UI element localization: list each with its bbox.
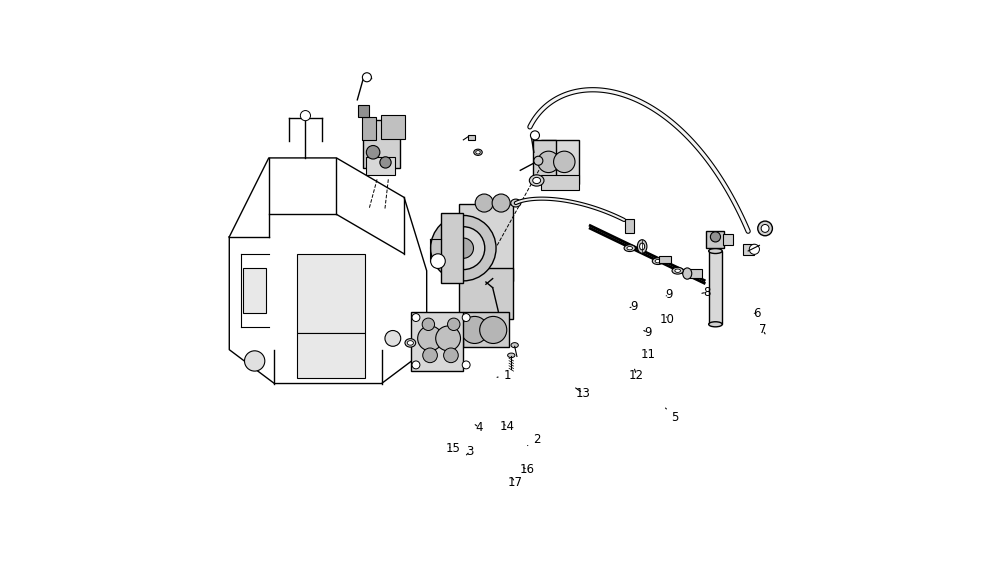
Circle shape [538, 151, 559, 173]
Bar [706, 231, 724, 248]
Bar [723, 234, 733, 245]
Text: 8: 8 [702, 285, 711, 299]
Text: 1: 1 [497, 368, 511, 382]
Ellipse shape [652, 258, 664, 265]
Ellipse shape [511, 342, 518, 347]
Circle shape [475, 194, 493, 212]
Bar [533, 140, 556, 179]
Text: 6: 6 [753, 306, 761, 320]
Text: 14: 14 [500, 420, 515, 434]
Bar [468, 135, 475, 140]
Bar [541, 140, 579, 184]
Bar [541, 175, 579, 190]
Ellipse shape [407, 341, 413, 345]
Circle shape [444, 348, 458, 363]
Circle shape [423, 348, 437, 363]
Text: 15: 15 [445, 442, 460, 455]
Bar [441, 213, 463, 283]
Text: 17: 17 [508, 475, 523, 489]
Circle shape [385, 331, 401, 346]
Ellipse shape [405, 338, 416, 347]
Circle shape [758, 221, 772, 236]
Ellipse shape [675, 269, 680, 272]
Bar [411, 311, 463, 371]
Circle shape [431, 254, 445, 268]
Ellipse shape [640, 243, 645, 250]
Ellipse shape [655, 259, 661, 263]
Circle shape [442, 227, 485, 270]
Bar [463, 312, 509, 347]
Circle shape [436, 326, 461, 351]
Bar [363, 120, 400, 168]
Circle shape [749, 244, 759, 254]
Circle shape [461, 316, 488, 343]
Circle shape [422, 318, 435, 331]
Bar [625, 218, 634, 232]
Bar [743, 244, 754, 255]
Text: 11: 11 [641, 347, 656, 361]
Circle shape [412, 314, 420, 321]
Bar [687, 269, 702, 278]
Circle shape [554, 151, 575, 173]
Bar [297, 333, 365, 378]
Circle shape [366, 146, 380, 159]
Circle shape [380, 157, 391, 168]
Circle shape [492, 194, 510, 212]
Ellipse shape [533, 177, 541, 183]
Bar [366, 157, 395, 175]
Ellipse shape [637, 240, 647, 253]
Circle shape [362, 73, 371, 82]
Text: 9: 9 [665, 288, 673, 302]
Ellipse shape [709, 321, 722, 327]
Circle shape [245, 351, 265, 371]
Circle shape [431, 215, 496, 281]
Circle shape [418, 326, 442, 351]
Text: 9: 9 [630, 299, 637, 313]
Ellipse shape [624, 245, 635, 252]
Ellipse shape [511, 199, 521, 207]
Bar [459, 205, 513, 280]
Text: 16: 16 [520, 463, 535, 477]
Bar [709, 251, 722, 324]
Bar [297, 254, 365, 333]
Ellipse shape [508, 353, 515, 358]
Text: 12: 12 [629, 368, 644, 382]
Circle shape [412, 361, 420, 369]
Bar [459, 268, 513, 319]
Text: 13: 13 [575, 386, 590, 400]
Circle shape [453, 238, 473, 258]
Bar [362, 117, 376, 140]
Bar [358, 105, 369, 117]
Text: 10: 10 [660, 313, 675, 327]
Circle shape [761, 224, 769, 232]
Ellipse shape [709, 248, 722, 254]
Circle shape [448, 318, 460, 331]
Bar [381, 115, 405, 139]
Circle shape [300, 111, 310, 121]
Text: 4: 4 [475, 421, 483, 434]
Ellipse shape [474, 149, 482, 156]
Bar [243, 268, 266, 313]
Bar [659, 255, 671, 263]
Text: 2: 2 [528, 433, 540, 447]
Circle shape [530, 131, 539, 140]
Text: 3: 3 [466, 444, 474, 458]
Circle shape [710, 232, 721, 242]
Ellipse shape [672, 267, 683, 274]
Text: 9: 9 [644, 326, 652, 340]
Text: 7: 7 [759, 323, 767, 337]
Ellipse shape [627, 246, 633, 250]
Circle shape [480, 316, 507, 343]
Circle shape [462, 361, 470, 369]
Ellipse shape [683, 268, 692, 279]
Text: 5: 5 [666, 408, 679, 424]
Circle shape [462, 314, 470, 321]
Ellipse shape [529, 175, 544, 186]
Ellipse shape [476, 151, 480, 154]
Circle shape [534, 156, 543, 165]
